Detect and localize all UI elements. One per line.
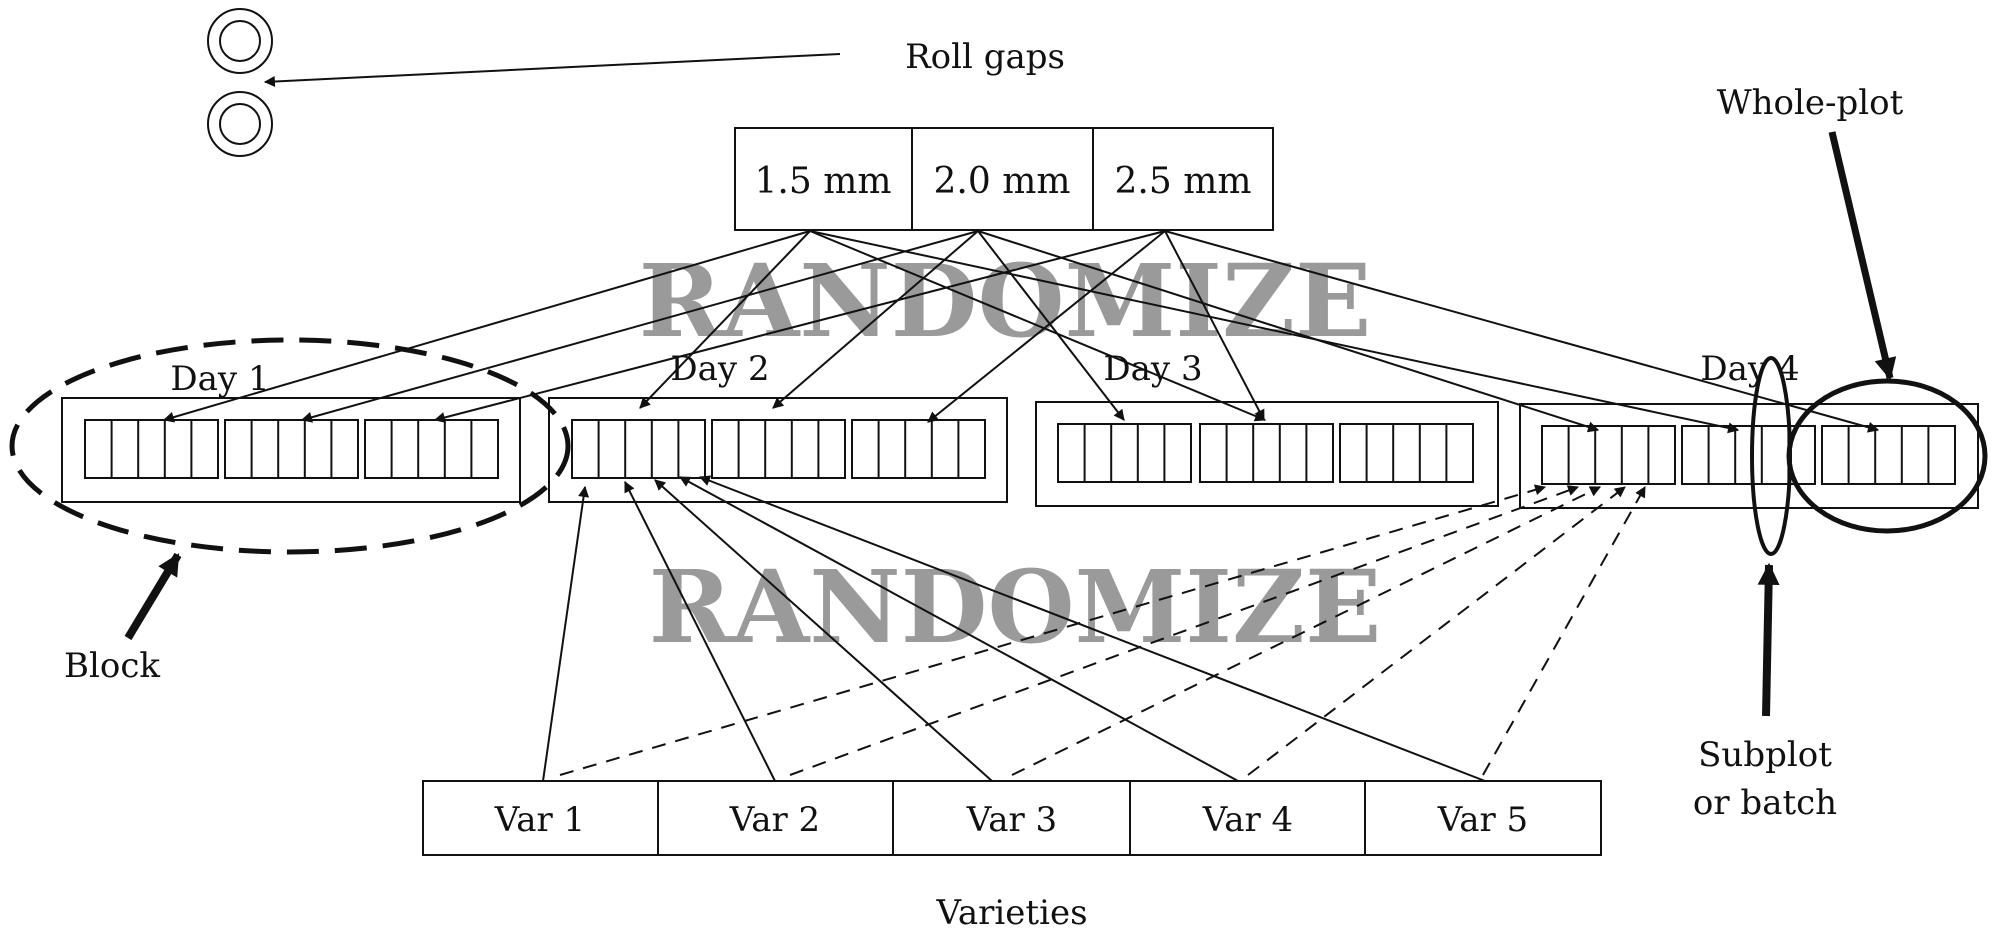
whole-plot bbox=[1057, 423, 1192, 483]
roll-gap-boxes bbox=[734, 127, 1274, 231]
whole-plots bbox=[84, 419, 1956, 485]
roll-gap-label: 2.0 mm bbox=[934, 161, 1071, 202]
whole-plot bbox=[1541, 425, 1676, 485]
randomize-watermark-bottom: RANDOMIZE bbox=[649, 548, 1382, 666]
roll-gaps-arrow bbox=[263, 53, 841, 88]
subplot-highlight-ellipse bbox=[1750, 356, 1792, 556]
variety-label: Var 2 bbox=[729, 800, 820, 840]
variety-label: Var 5 bbox=[1437, 800, 1528, 840]
day-label: Day 3 bbox=[1103, 349, 1202, 389]
subplot-label: or batch bbox=[1693, 783, 1837, 823]
variety-arrows-solid bbox=[542, 475, 1486, 782]
day-1-block bbox=[61, 397, 521, 503]
whole-plot bbox=[364, 419, 499, 479]
subplot-label: Subplot bbox=[1698, 735, 1832, 775]
whole-plot bbox=[224, 419, 359, 479]
day-blocks bbox=[61, 397, 1979, 509]
whole-plot bbox=[1821, 425, 1956, 485]
whole-plot bbox=[571, 419, 706, 479]
roll-gaps-label: Roll gaps bbox=[905, 37, 1065, 77]
roll-gap-label: 1.5 mm bbox=[755, 161, 892, 202]
day-4-block bbox=[1519, 403, 1979, 509]
roll-gap-label: 2.5 mm bbox=[1115, 161, 1252, 202]
whole-plot bbox=[1199, 423, 1334, 483]
variety-label: Var 4 bbox=[1202, 800, 1293, 840]
randomize-watermark-top: RANDOMIZE bbox=[639, 242, 1372, 360]
variety-arrows-dashed bbox=[559, 484, 1646, 776]
randomize-arrows-top bbox=[162, 230, 1880, 434]
whole-plot bbox=[851, 419, 986, 479]
day-3-block bbox=[1035, 401, 1499, 507]
whole-plot bbox=[84, 419, 219, 479]
block-label: Block bbox=[64, 646, 160, 686]
variety-label: Var 3 bbox=[966, 800, 1057, 840]
whole-plot bbox=[1339, 423, 1474, 483]
whole-plot-label: Whole-plot bbox=[1717, 83, 1904, 123]
whole-plot-arrow bbox=[1828, 131, 1897, 381]
variety-label: Var 1 bbox=[494, 800, 585, 840]
variety-boxes bbox=[422, 780, 1602, 856]
subplot-arrow bbox=[1757, 562, 1780, 717]
roll-gap-icon bbox=[207, 8, 273, 157]
varieties-label: Varieties bbox=[935, 893, 1087, 933]
block-highlight-ellipse bbox=[9, 337, 571, 555]
whole-plot bbox=[711, 419, 846, 479]
whole-plot bbox=[1681, 425, 1816, 485]
block-arrow bbox=[124, 552, 182, 641]
day-label: Day 1 bbox=[170, 359, 269, 399]
